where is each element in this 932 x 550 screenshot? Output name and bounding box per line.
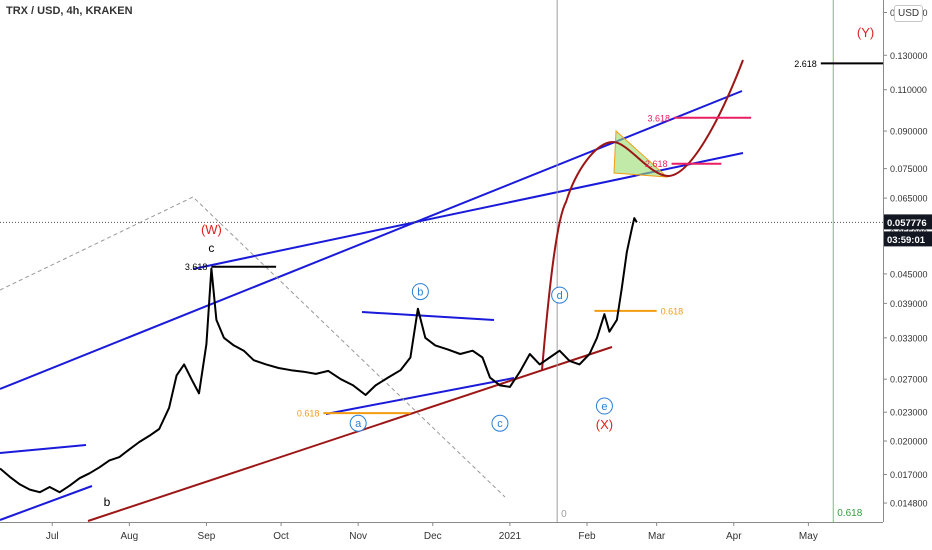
currency-button[interactable]: USD	[894, 5, 924, 22]
wave-circle	[551, 286, 569, 304]
wave-circle-label: a	[355, 418, 362, 430]
support-line	[87, 346, 613, 522]
wave-label: (X)	[596, 417, 613, 432]
annotation-labels: 0 0.618 3.618 2.618 3.618 2.618 0.618 0.618 (W) (…	[104, 25, 875, 520]
channel-upper-line	[0, 90, 743, 390]
y-tick-label: 0.033000	[890, 333, 928, 343]
drawing-overlays	[0, 0, 886, 522]
wave-circle	[411, 283, 429, 301]
wave-circle-label: b	[417, 287, 423, 299]
wave-circle-label: d	[557, 290, 563, 302]
triangle-upper-line	[361, 311, 495, 321]
wave-label: (Y)	[857, 25, 874, 40]
x-tick-label: Dec	[424, 531, 442, 542]
triangle-lower-line	[325, 377, 515, 415]
fib-level-label: 0.618	[297, 409, 320, 419]
wave-circle-label: e	[601, 401, 607, 413]
x-tick-label: Feb	[578, 531, 596, 542]
fib-level-label: 2.618	[794, 59, 817, 69]
y-tick-label: 0.065000	[890, 194, 928, 204]
x-tick-label: Nov	[349, 531, 367, 542]
wave-label: (W)	[201, 222, 222, 237]
x-tick-label: Jul	[46, 531, 59, 542]
wave-label: c	[208, 241, 214, 255]
y-tick-label: 0.039000	[890, 299, 928, 309]
countdown-value: 03:59:01	[887, 235, 926, 246]
y-tick-label: 0.014800	[890, 499, 928, 509]
wave-circle	[491, 414, 509, 432]
y-tick-label: 0.110000	[890, 85, 927, 95]
wave-circle	[595, 397, 613, 415]
symbol-title: TRX / USD, 4h, KRAKEN	[6, 5, 133, 17]
y-tick-label: 0.045000	[890, 269, 928, 279]
price-axis-bg	[883, 0, 932, 550]
vertical-marker-label: 0	[561, 509, 567, 520]
y-tick-label: 0.017000	[890, 470, 928, 480]
target-triangle	[613, 129, 669, 178]
y-tick-label: 0.090000	[890, 127, 928, 137]
x-tick-label: Oct	[273, 531, 289, 542]
vertical-fib-label: 0.618	[837, 508, 862, 519]
wave-circle-label: c	[497, 418, 503, 430]
y-tick-label: 0.020000	[890, 437, 928, 447]
last-price-value: 0.057776	[887, 218, 927, 229]
y-tick-label: 0.027000	[890, 375, 928, 385]
x-tick-label: 2021	[499, 531, 522, 542]
fib-level-label: 3.618	[648, 113, 671, 123]
x-tick-label: Mar	[648, 531, 666, 542]
time-axis[interactable]: Jul Aug Sep Oct Nov Dec 2021 Feb Mar Apr May	[0, 522, 932, 550]
x-tick-label: May	[799, 531, 818, 542]
time-axis-bg	[0, 522, 932, 550]
triangle-b-upper-line	[0, 444, 87, 454]
fib-level-label: 0.618	[661, 306, 684, 316]
price-line	[0, 217, 638, 494]
fib-level-label: 3.618	[185, 262, 208, 272]
countdown-tag	[884, 231, 932, 247]
dashed-projection-line	[0, 196, 506, 498]
price-axis[interactable]: 0.014800 0.017000 0.020000 0.023000 0.027000…	[883, 0, 932, 550]
x-tick-label: Aug	[120, 531, 138, 542]
x-tick-label: Apr	[726, 531, 742, 542]
y-tick-label: 0.023000	[890, 408, 928, 418]
y-tick-label: 0.075000	[890, 164, 928, 174]
y-tick-label: 0.130000	[890, 51, 928, 61]
wave-circle	[349, 414, 367, 432]
projected-path-curve	[541, 59, 744, 371]
price-series	[0, 217, 638, 494]
x-tick-label: Sep	[198, 531, 216, 542]
last-price-tag	[884, 214, 932, 230]
channel-middle-line	[192, 152, 744, 270]
channel-lower-line	[0, 485, 93, 521]
fib-level-label: 2.618	[645, 159, 668, 169]
wave-label: b	[104, 495, 111, 509]
